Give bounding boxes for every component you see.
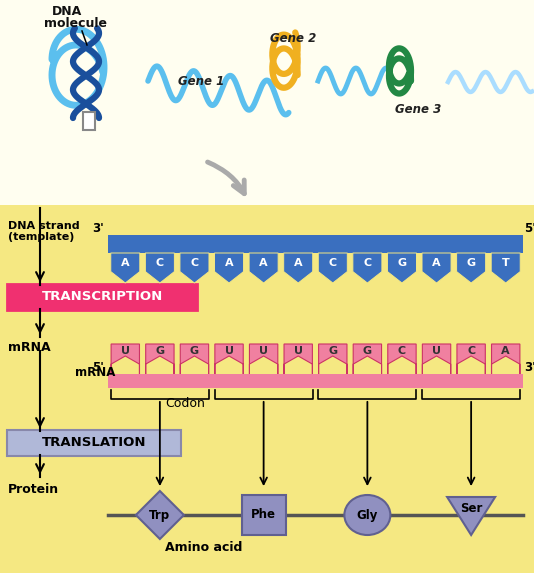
Ellipse shape <box>344 495 390 535</box>
Text: U: U <box>294 346 303 356</box>
Text: U: U <box>432 346 441 356</box>
FancyBboxPatch shape <box>0 0 534 210</box>
Text: U: U <box>224 346 233 356</box>
Polygon shape <box>457 253 485 283</box>
Polygon shape <box>318 253 347 283</box>
Polygon shape <box>284 344 312 374</box>
Text: TRANSCRIPTION: TRANSCRIPTION <box>41 291 163 304</box>
Text: Phe: Phe <box>251 508 276 521</box>
Text: Ser: Ser <box>460 503 482 516</box>
Text: Codon: Codon <box>165 397 205 410</box>
Polygon shape <box>145 253 175 283</box>
Polygon shape <box>447 497 495 535</box>
Polygon shape <box>422 253 451 283</box>
FancyBboxPatch shape <box>83 112 95 130</box>
Text: A: A <box>432 258 441 269</box>
Polygon shape <box>491 344 520 374</box>
Polygon shape <box>491 253 520 283</box>
Text: C: C <box>363 258 372 269</box>
Text: molecule: molecule <box>44 17 107 30</box>
Polygon shape <box>388 253 417 283</box>
Polygon shape <box>215 253 244 283</box>
Text: DNA: DNA <box>52 5 82 18</box>
Text: A: A <box>294 258 303 269</box>
Polygon shape <box>422 344 451 374</box>
Text: Gene 2: Gene 2 <box>270 32 316 45</box>
Text: G: G <box>363 346 372 356</box>
Polygon shape <box>111 253 140 283</box>
Polygon shape <box>284 253 313 283</box>
Text: mRNA: mRNA <box>8 341 51 354</box>
Polygon shape <box>180 344 209 374</box>
FancyBboxPatch shape <box>108 374 523 388</box>
Text: C: C <box>398 346 406 356</box>
Text: C: C <box>329 258 337 269</box>
Text: U: U <box>259 346 268 356</box>
Polygon shape <box>388 344 416 374</box>
Text: G: G <box>328 346 337 356</box>
Polygon shape <box>146 344 174 374</box>
Text: TRANSLATION: TRANSLATION <box>42 437 146 449</box>
Text: T: T <box>502 258 509 269</box>
Text: 5': 5' <box>524 222 534 235</box>
Text: G: G <box>190 346 199 356</box>
Text: Gly: Gly <box>357 508 378 521</box>
Polygon shape <box>457 344 485 374</box>
Text: G: G <box>467 258 476 269</box>
Text: G: G <box>397 258 406 269</box>
Polygon shape <box>136 491 184 539</box>
Text: C: C <box>191 258 199 269</box>
Polygon shape <box>215 344 243 374</box>
Polygon shape <box>249 253 278 283</box>
Text: (template): (template) <box>8 232 74 242</box>
Text: 3': 3' <box>524 361 534 374</box>
FancyBboxPatch shape <box>7 284 197 310</box>
Text: Amino acid: Amino acid <box>165 541 242 554</box>
Polygon shape <box>319 344 347 374</box>
Polygon shape <box>353 253 382 283</box>
Text: A: A <box>501 346 510 356</box>
Text: A: A <box>225 258 233 269</box>
Text: G: G <box>155 346 164 356</box>
Polygon shape <box>111 344 139 374</box>
Text: U: U <box>121 346 130 356</box>
Polygon shape <box>249 344 278 374</box>
FancyBboxPatch shape <box>7 430 181 456</box>
Polygon shape <box>353 344 382 374</box>
FancyBboxPatch shape <box>108 235 523 253</box>
Text: Trp: Trp <box>150 508 170 521</box>
Text: A: A <box>260 258 268 269</box>
Text: Gene 1: Gene 1 <box>178 75 224 88</box>
Text: mRNA: mRNA <box>75 366 115 379</box>
Text: 5': 5' <box>92 361 104 374</box>
Text: DNA strand: DNA strand <box>8 221 80 231</box>
FancyBboxPatch shape <box>241 495 286 535</box>
Text: Protein: Protein <box>8 483 59 496</box>
Text: Gene 3: Gene 3 <box>395 103 441 116</box>
Polygon shape <box>180 253 209 283</box>
Text: C: C <box>467 346 475 356</box>
Text: A: A <box>121 258 130 269</box>
Text: C: C <box>156 258 164 269</box>
Text: 3': 3' <box>92 222 104 235</box>
FancyBboxPatch shape <box>0 205 534 573</box>
